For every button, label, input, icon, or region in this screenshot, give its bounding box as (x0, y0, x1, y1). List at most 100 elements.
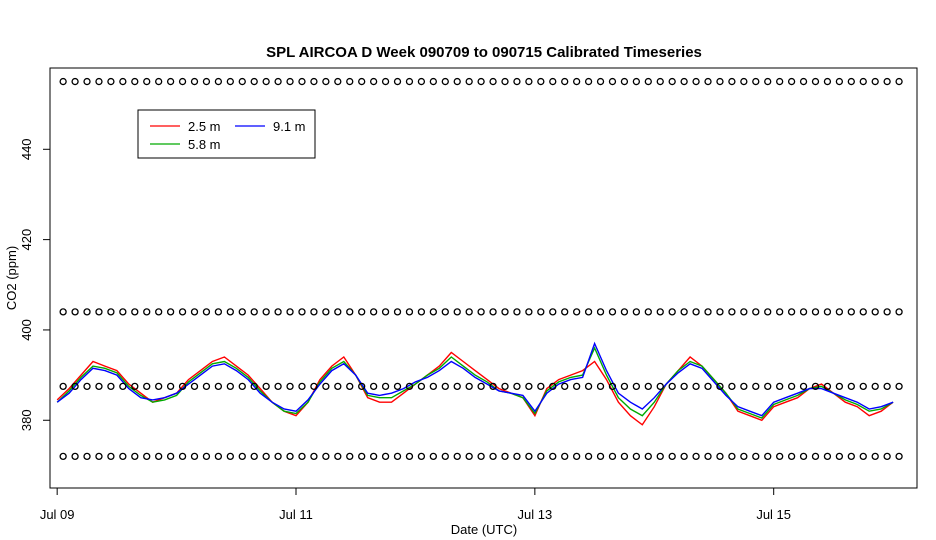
reference-point (71, 382, 79, 391)
reference-point (740, 382, 748, 391)
reference-point (238, 382, 246, 391)
reference-point (71, 452, 79, 461)
reference-point (656, 308, 664, 316)
reference-point (596, 77, 605, 86)
series-reference-tank-4 (59, 452, 903, 461)
reference-point (847, 308, 855, 316)
reference-point (95, 382, 103, 391)
reference-point (107, 382, 115, 391)
reference-point (608, 452, 617, 461)
reference-point (238, 308, 246, 316)
reference-point (644, 308, 652, 316)
reference-point (525, 382, 533, 391)
reference-point (632, 308, 641, 316)
reference-point (334, 452, 342, 461)
reference-point (274, 308, 282, 316)
reference-point (716, 382, 724, 391)
reference-point (704, 77, 712, 86)
reference-point (95, 308, 103, 316)
reference-point (584, 308, 593, 316)
legend-label-2-5m: 2.5 m (188, 119, 221, 134)
reference-point (549, 382, 557, 391)
reference-point (143, 77, 151, 86)
reference-point (549, 452, 557, 461)
reference-point (608, 382, 617, 391)
reference-point (250, 382, 258, 391)
reference-point (119, 452, 127, 461)
reference-point (656, 382, 664, 391)
reference-point (190, 382, 199, 391)
reference-point (680, 308, 688, 316)
reference-point (501, 452, 509, 461)
reference-point (799, 452, 808, 461)
reference-point (764, 77, 772, 86)
reference-point (644, 382, 652, 391)
reference-point (608, 308, 617, 316)
reference-point (71, 77, 79, 86)
reference-point (119, 77, 127, 86)
reference-point (776, 308, 784, 316)
reference-point (537, 452, 545, 461)
reference-point (346, 77, 354, 86)
reference-point (752, 382, 760, 391)
chart-title: SPL AIRCOA D Week 090709 to 090715 Calib… (266, 44, 702, 61)
reference-point (572, 308, 581, 316)
reference-point (811, 382, 820, 391)
reference-point (811, 308, 820, 316)
reference-point (131, 308, 139, 316)
reference-point (704, 308, 712, 316)
reference-point (178, 382, 187, 391)
reference-point (835, 382, 844, 391)
reference-point (668, 308, 676, 316)
reference-point (871, 382, 879, 391)
reference-point (190, 452, 199, 461)
reference-point (740, 452, 748, 461)
reference-point (465, 77, 473, 86)
reference-point (453, 452, 461, 461)
reference-point (584, 77, 593, 86)
reference-point (501, 77, 509, 86)
reference-point (549, 77, 557, 86)
reference-point (358, 452, 366, 461)
y-tick-label: 400 (19, 319, 34, 341)
reference-point (561, 382, 569, 391)
reference-point (776, 452, 784, 461)
reference-point (286, 452, 294, 461)
reference-point (298, 77, 306, 86)
reference-point (310, 77, 318, 86)
reference-point (823, 308, 832, 316)
reference-point (429, 77, 437, 86)
reference-point (322, 77, 330, 86)
reference-point (59, 308, 67, 316)
reference-point (417, 452, 426, 461)
reference-point (692, 308, 700, 316)
reference-point (799, 77, 808, 86)
reference-point (393, 77, 402, 86)
reference-point (262, 308, 270, 316)
reference-point (859, 77, 867, 86)
reference-point (417, 382, 426, 391)
reference-point (214, 77, 223, 86)
reference-point (537, 77, 545, 86)
reference-point (346, 308, 354, 316)
reference-point (823, 382, 832, 391)
reference-point (513, 77, 521, 86)
reference-point (883, 382, 891, 391)
reference-point (453, 77, 461, 86)
reference-point (441, 308, 449, 316)
reference-point (155, 77, 163, 86)
reference-point (847, 452, 855, 461)
reference-point (155, 308, 163, 316)
y-axis-label: CO2 (ppm) (4, 246, 19, 310)
reference-point (632, 382, 641, 391)
reference-point (226, 77, 234, 86)
reference-point (716, 452, 724, 461)
reference-point (561, 308, 569, 316)
reference-point (465, 382, 473, 391)
reference-point (740, 77, 748, 86)
reference-point (226, 382, 234, 391)
reference-point (489, 382, 497, 391)
reference-point (119, 308, 127, 316)
reference-point (429, 452, 437, 461)
